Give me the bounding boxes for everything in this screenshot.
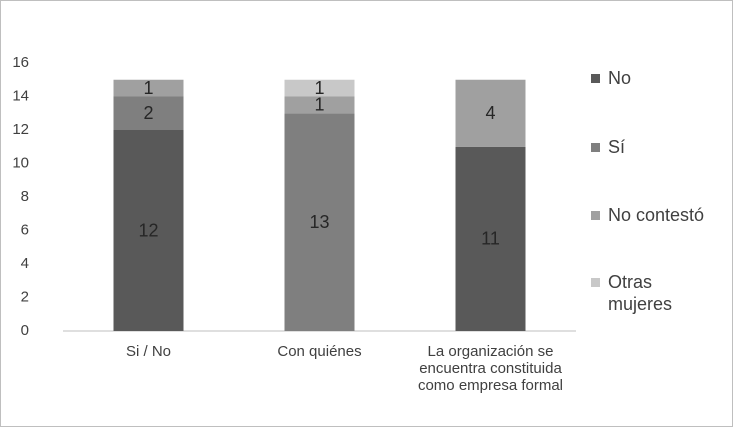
legend-item: No (591, 67, 731, 89)
x-tick-label: La organización se encuentra constituida… (417, 343, 564, 394)
bar-segment (284, 96, 355, 114)
data-label: 12 (138, 220, 158, 240)
data-label: 13 (309, 212, 329, 232)
y-tick-label: 0 (21, 322, 29, 339)
data-label: 11 (481, 229, 500, 249)
data-label: 2 (143, 103, 153, 123)
legend-label: No contestó (608, 205, 705, 225)
y-tick-label: 14 (12, 87, 29, 104)
legend-item: No contestó (591, 204, 731, 226)
y-tick-label: 8 (21, 188, 29, 205)
y-tick-label: 16 (12, 54, 29, 71)
y-tick-label: 12 (12, 121, 29, 138)
legend-swatch (591, 211, 600, 220)
legend-label: No (608, 68, 632, 88)
y-tick-label: 4 (21, 255, 29, 272)
legend-label: Sí (608, 137, 626, 157)
y-tick-label: 2 (21, 288, 29, 305)
legend-swatch (591, 143, 600, 152)
legend-swatch (591, 74, 600, 83)
legend-label: Otras mujeres (608, 272, 673, 314)
legend-swatch (591, 278, 600, 287)
bar-segment (113, 130, 184, 331)
bar-segment (284, 113, 355, 331)
data-label: 1 (314, 95, 324, 115)
bar-segment (284, 79, 355, 97)
legend-item: Sí (591, 136, 731, 158)
bar-segment (455, 146, 526, 331)
bar-segment (113, 96, 184, 130)
x-tick-label: Si / No (125, 343, 171, 360)
y-tick-label: 6 (21, 221, 29, 238)
y-tick-label: 10 (12, 154, 29, 171)
x-tick-label: Con quiénes (277, 343, 362, 360)
data-label: 4 (485, 103, 495, 123)
legend-item: Otras mujeres (591, 271, 731, 315)
bar-segment (113, 79, 184, 97)
data-label: 1 (143, 78, 153, 98)
bar-segment (455, 79, 526, 147)
data-label: 1 (314, 78, 324, 98)
